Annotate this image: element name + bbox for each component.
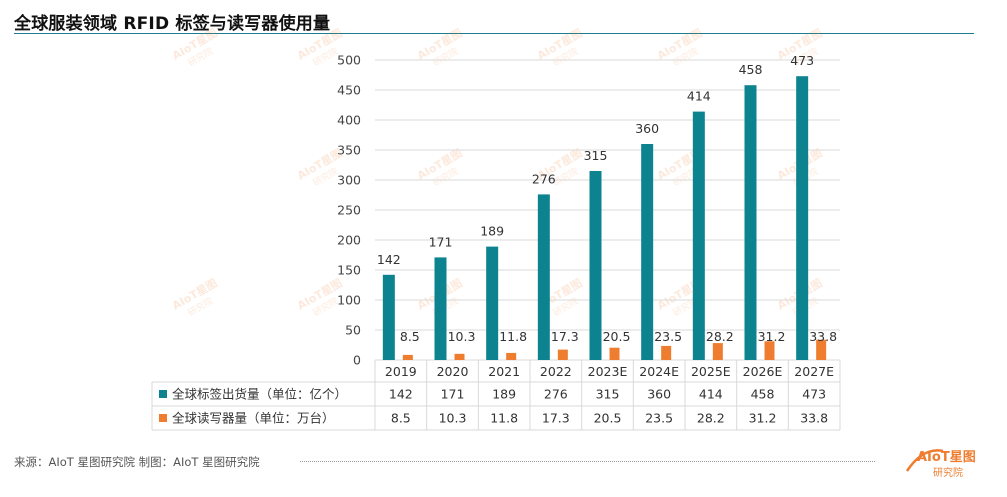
y-tick-label: 200 (337, 233, 361, 248)
y-axis: 0 50 100 150 200 250 300 350 400 450 500 (337, 53, 361, 368)
x-tick-label: 2022 (540, 364, 572, 379)
logo-line1: AIoT星图 (917, 450, 976, 465)
bar-readers (661, 345, 672, 360)
table-cell: 20.5 (594, 411, 622, 426)
bar-tags (434, 257, 447, 360)
data-label-readers: 10.3 (448, 329, 476, 344)
data-labels: 142 8.5 171 10.3 189 11.8 276 17.3 315 20.5 360 23.… (377, 53, 837, 344)
bar-tags (744, 85, 757, 360)
table-cell: 473 (802, 387, 826, 402)
data-label-tags: 189 (480, 224, 504, 239)
x-tick-label: 2019 (385, 364, 417, 379)
bar-readers (506, 352, 517, 360)
table-cell: 360 (647, 387, 671, 402)
table-cell: 28.2 (697, 411, 725, 426)
table-cell: 276 (544, 387, 568, 402)
x-tick-label: 2023E (588, 364, 628, 379)
table-cell: 8.5 (391, 411, 411, 426)
data-table: 2019 2020 2021 2022 2023E 2024E 2025E 2026E 2027… (151, 360, 841, 431)
bar-readers (454, 353, 465, 360)
bar-readers (712, 343, 723, 360)
data-label-readers: 33.8 (809, 329, 837, 344)
data-label-tags: 171 (429, 234, 453, 249)
logo-swoosh-icon (905, 449, 944, 472)
data-label-readers: 31.2 (758, 329, 786, 344)
table-cell: 171 (441, 387, 465, 402)
bar-tags (692, 111, 705, 360)
data-label-readers: 8.5 (400, 329, 420, 344)
table-cell: 10.3 (439, 411, 467, 426)
data-label-tags: 315 (584, 148, 608, 163)
bar-readers (816, 339, 827, 360)
data-label-tags: 276 (532, 171, 556, 186)
table-cell: 17.3 (542, 411, 570, 426)
y-tick-label: 350 (337, 143, 361, 158)
x-tick-label: 2025E (691, 364, 731, 379)
footer-source: 来源：AIoT 星图研究院 制图：AIoT 星图研究院 (14, 455, 260, 469)
x-tick-label: 2026E (743, 364, 783, 379)
data-label-readers: 28.2 (706, 329, 734, 344)
page-title: 全球服装领域 RFID 标签与读写器使用量 (14, 14, 331, 34)
bar-readers (609, 347, 620, 360)
data-label-tags: 142 (377, 252, 401, 267)
bar-readers (764, 341, 775, 360)
data-label-tags: 458 (739, 62, 763, 77)
y-tick-label: 50 (345, 323, 361, 338)
y-tick-label: 500 (337, 53, 361, 68)
x-tick-label: 2024E (639, 364, 679, 379)
x-tick-label: 2027E (794, 364, 834, 379)
data-label-tags: 360 (635, 121, 659, 136)
table-cell: 315 (596, 387, 620, 402)
bar-tags (486, 246, 499, 360)
x-tick-label: 2020 (437, 364, 469, 379)
table-cell: 11.8 (490, 411, 518, 426)
legend-swatch (159, 390, 167, 398)
logo-line2: 研究院 (933, 466, 963, 479)
table-cell: 142 (389, 387, 413, 402)
data-label-readers: 11.8 (499, 329, 527, 344)
bar-tags (537, 194, 550, 360)
table-cell: 414 (699, 387, 723, 402)
bar-readers (402, 354, 413, 360)
y-tick-label: 250 (337, 203, 361, 218)
legend-swatch (159, 414, 167, 422)
y-tick-label: 0 (353, 353, 361, 368)
data-label-readers: 17.3 (551, 329, 579, 344)
y-tick-label: 450 (337, 83, 361, 98)
bar-tags (589, 171, 602, 360)
bar-tags (641, 144, 654, 360)
bar-readers (557, 349, 568, 360)
footer-divider (300, 461, 875, 462)
y-tick-label: 100 (337, 293, 361, 308)
brand-logo: AIoT星图 研究院 (905, 449, 976, 479)
table-cell: 189 (492, 387, 516, 402)
bar-tags (796, 76, 809, 360)
data-label-readers: 23.5 (654, 329, 682, 344)
table-cell: 458 (751, 387, 775, 402)
bar-tags (382, 274, 395, 360)
table-cell: 23.5 (645, 411, 673, 426)
bars (382, 76, 827, 360)
data-label-readers: 20.5 (603, 329, 631, 344)
table-cell: 33.8 (800, 411, 828, 426)
legend-label: 全球读写器量（单位：万台） (172, 411, 335, 426)
legend-label: 全球标签出货量（单位：亿个） (172, 387, 347, 402)
y-tick-label: 300 (337, 173, 361, 188)
y-tick-label: 150 (337, 263, 361, 278)
data-label-tags: 414 (687, 89, 711, 104)
table-cell: 31.2 (749, 411, 777, 426)
title-divider (14, 33, 974, 34)
y-tick-label: 400 (337, 113, 361, 128)
x-tick-label: 2021 (488, 364, 520, 379)
gridlines (375, 59, 840, 361)
data-label-tags: 473 (790, 53, 814, 68)
